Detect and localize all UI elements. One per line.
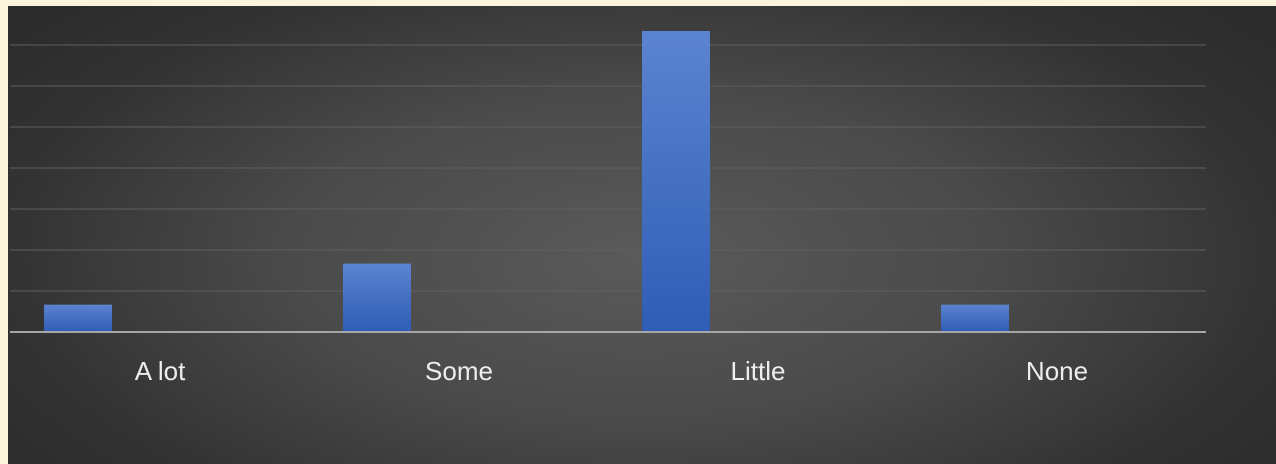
- bar-some: [343, 263, 411, 332]
- bar-little: [642, 31, 710, 332]
- x-tick-label: Some: [425, 356, 493, 386]
- bar-chart: A lot Some Little None: [10, 31, 1206, 386]
- x-tick-label: Little: [731, 356, 786, 386]
- x-tick-label: None: [1026, 356, 1088, 386]
- bar-a-lot: [44, 304, 112, 332]
- x-tick-label: A lot: [135, 356, 186, 386]
- bars: [44, 31, 1009, 332]
- gridlines: [10, 44, 1206, 292]
- chart-area: A lot Some Little None: [8, 6, 1276, 464]
- category-labels: A lot Some Little None: [135, 356, 1088, 386]
- bar-none: [941, 304, 1009, 332]
